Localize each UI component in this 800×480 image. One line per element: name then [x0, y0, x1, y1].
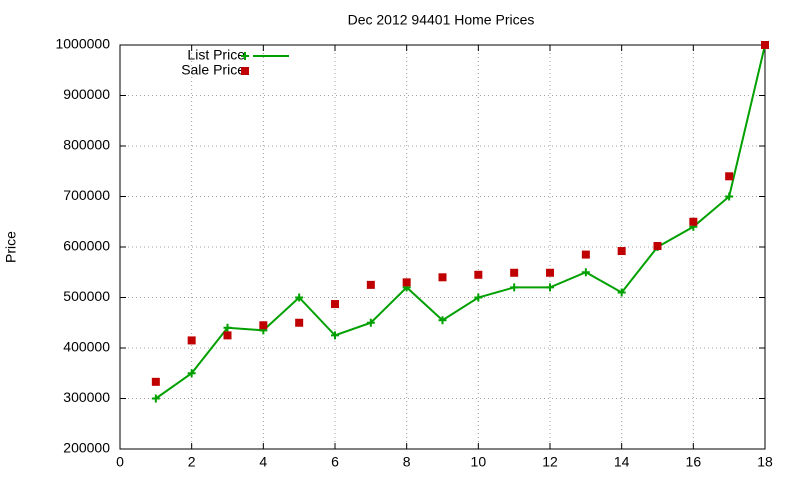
legend-swatch — [241, 67, 249, 75]
point — [331, 300, 339, 309]
x-tick-label: 6 — [331, 454, 339, 470]
x-tick-label: 12 — [542, 454, 558, 470]
point — [581, 268, 590, 277]
plot-frame — [119, 44, 766, 450]
point — [510, 283, 519, 292]
point — [438, 316, 447, 325]
point — [617, 288, 626, 297]
legend-swatch — [241, 52, 249, 60]
x-tick-label: 14 — [614, 454, 630, 470]
point — [187, 336, 196, 345]
point — [151, 394, 160, 403]
point — [546, 268, 554, 277]
point — [295, 293, 304, 302]
x-tick-label: 16 — [686, 454, 702, 470]
point — [223, 331, 232, 340]
series-line — [155, 44, 766, 400]
y-tick-label: 300000 — [63, 389, 110, 405]
point — [761, 41, 769, 49]
y-axis-label: Price — [3, 231, 19, 263]
y-tick-label: 600000 — [63, 238, 110, 254]
point — [366, 280, 375, 289]
y-tick-label: 800000 — [63, 137, 110, 153]
x-tick-label: 18 — [757, 454, 773, 470]
point — [438, 273, 447, 282]
point — [259, 321, 268, 330]
legend-label: Sale Price — [181, 62, 245, 78]
point — [474, 293, 483, 302]
point — [402, 278, 411, 287]
point — [474, 270, 483, 279]
chart-title: Dec 2012 94401 Home Prices — [348, 12, 535, 28]
point — [617, 247, 626, 256]
point — [689, 217, 698, 226]
point — [546, 283, 554, 292]
point — [295, 318, 304, 327]
y-tick-label: 500000 — [63, 288, 110, 304]
point — [653, 241, 662, 250]
x-tick-label: 10 — [471, 454, 487, 470]
point — [366, 318, 375, 327]
x-tick-label: 2 — [188, 454, 196, 470]
point — [187, 369, 196, 378]
point — [725, 192, 734, 201]
y-tick-label: 900000 — [63, 86, 110, 102]
point — [725, 172, 734, 181]
y-tick-label: 400000 — [63, 339, 110, 355]
x-tick-label: 4 — [259, 454, 267, 470]
point — [581, 250, 590, 259]
point — [331, 331, 339, 340]
point — [223, 323, 232, 332]
point — [151, 377, 160, 386]
x-tick-label: 8 — [403, 454, 411, 470]
y-tick-label: 1000000 — [55, 36, 110, 52]
y-tick-label: 200000 — [63, 440, 110, 456]
legend-label: List Price — [187, 47, 245, 63]
point — [510, 268, 519, 277]
y-tick-label: 700000 — [63, 187, 110, 203]
x-tick-label: 0 — [116, 454, 124, 470]
